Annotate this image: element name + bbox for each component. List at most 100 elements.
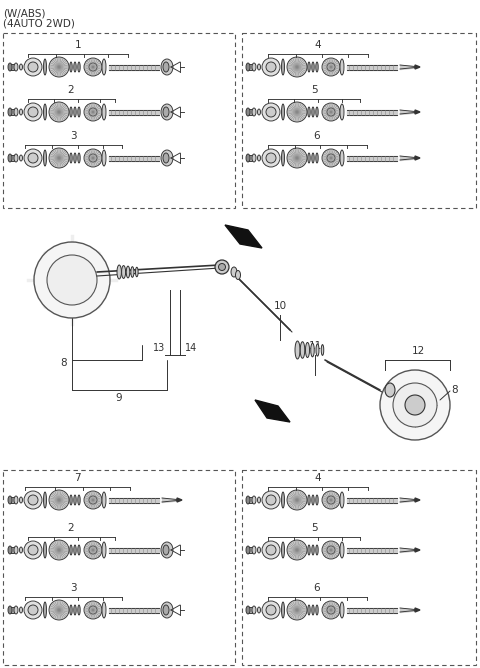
Ellipse shape — [78, 107, 80, 117]
Text: 5: 5 — [311, 85, 317, 95]
Ellipse shape — [44, 542, 47, 558]
Bar — [10, 607, 14, 613]
Circle shape — [287, 57, 307, 77]
Ellipse shape — [70, 495, 72, 505]
Circle shape — [89, 63, 97, 71]
Circle shape — [266, 605, 276, 615]
Ellipse shape — [340, 104, 344, 120]
Ellipse shape — [252, 63, 256, 71]
Ellipse shape — [8, 606, 12, 614]
Circle shape — [28, 495, 38, 505]
Ellipse shape — [340, 492, 344, 508]
Circle shape — [34, 242, 110, 318]
Circle shape — [28, 605, 38, 615]
Ellipse shape — [340, 602, 344, 618]
Ellipse shape — [312, 495, 314, 505]
Bar — [10, 64, 14, 70]
Ellipse shape — [246, 154, 250, 162]
Ellipse shape — [163, 107, 169, 117]
Bar — [248, 64, 252, 70]
Text: 8: 8 — [452, 385, 458, 395]
Ellipse shape — [74, 153, 76, 163]
Polygon shape — [415, 156, 420, 160]
Text: 7: 7 — [74, 473, 80, 483]
Text: 6: 6 — [314, 131, 320, 141]
Text: 11: 11 — [308, 341, 322, 351]
Ellipse shape — [135, 267, 138, 277]
Circle shape — [322, 541, 340, 559]
Ellipse shape — [316, 107, 318, 117]
Bar — [10, 155, 14, 161]
Ellipse shape — [78, 495, 80, 505]
Bar — [242, 33, 476, 208]
Text: 12: 12 — [411, 346, 425, 356]
Ellipse shape — [20, 109, 23, 115]
Circle shape — [322, 58, 340, 76]
Text: 9: 9 — [116, 393, 122, 403]
Ellipse shape — [281, 104, 285, 120]
Ellipse shape — [246, 606, 250, 614]
Ellipse shape — [74, 62, 76, 72]
Circle shape — [405, 395, 425, 415]
Circle shape — [89, 496, 97, 504]
Circle shape — [84, 103, 102, 121]
Ellipse shape — [70, 545, 72, 555]
Circle shape — [322, 601, 340, 619]
Bar — [10, 497, 14, 503]
Ellipse shape — [70, 107, 72, 117]
Ellipse shape — [312, 605, 314, 615]
Ellipse shape — [246, 496, 250, 504]
Polygon shape — [177, 498, 182, 502]
Circle shape — [215, 260, 229, 274]
Ellipse shape — [44, 492, 47, 508]
Ellipse shape — [311, 343, 314, 357]
Ellipse shape — [312, 153, 314, 163]
Circle shape — [28, 107, 38, 117]
Ellipse shape — [161, 150, 173, 166]
Ellipse shape — [20, 497, 23, 503]
Ellipse shape — [163, 153, 169, 163]
Circle shape — [262, 149, 280, 167]
Circle shape — [327, 546, 335, 554]
Ellipse shape — [102, 492, 106, 508]
Circle shape — [327, 606, 335, 614]
Ellipse shape — [316, 545, 318, 555]
Ellipse shape — [74, 545, 76, 555]
Ellipse shape — [312, 107, 314, 117]
Ellipse shape — [281, 492, 285, 508]
Ellipse shape — [102, 150, 106, 166]
Ellipse shape — [8, 108, 12, 116]
Ellipse shape — [308, 495, 310, 505]
Text: 6: 6 — [314, 583, 320, 593]
Ellipse shape — [316, 605, 318, 615]
Ellipse shape — [281, 150, 285, 166]
Circle shape — [287, 600, 307, 620]
Ellipse shape — [78, 62, 80, 72]
Circle shape — [266, 153, 276, 163]
Ellipse shape — [308, 107, 310, 117]
Bar — [10, 547, 14, 553]
Text: 2: 2 — [68, 85, 74, 95]
Bar — [3, 33, 235, 208]
Circle shape — [84, 541, 102, 559]
Circle shape — [84, 58, 102, 76]
Circle shape — [84, 601, 102, 619]
Polygon shape — [255, 400, 290, 422]
Polygon shape — [415, 548, 420, 552]
Ellipse shape — [126, 266, 130, 278]
Circle shape — [89, 606, 97, 614]
Ellipse shape — [14, 154, 18, 162]
Bar — [248, 547, 252, 553]
Circle shape — [287, 148, 307, 168]
Ellipse shape — [246, 108, 250, 116]
Circle shape — [89, 154, 97, 162]
Ellipse shape — [121, 266, 126, 279]
Bar — [248, 155, 252, 161]
Ellipse shape — [231, 267, 237, 277]
Ellipse shape — [20, 547, 23, 553]
Ellipse shape — [308, 153, 310, 163]
Bar — [10, 109, 14, 115]
Ellipse shape — [117, 265, 121, 279]
Circle shape — [49, 148, 69, 168]
Circle shape — [262, 491, 280, 509]
